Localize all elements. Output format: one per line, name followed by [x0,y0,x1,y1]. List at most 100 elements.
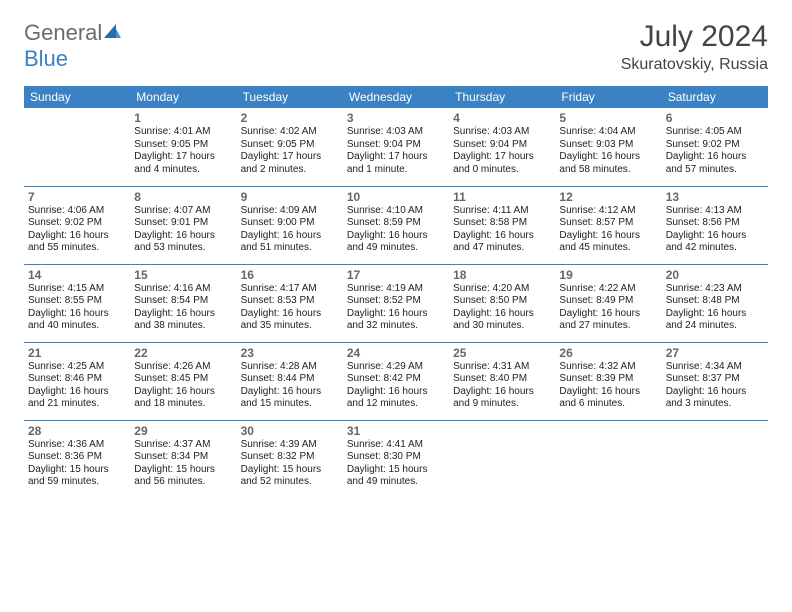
day-cell: 26Sunrise: 4:32 AMSunset: 8:39 PMDayligh… [555,342,661,420]
day-number: 28 [28,424,126,438]
day-number: 16 [241,268,339,282]
daylight: Daylight: 16 hours and 42 minutes. [666,230,764,255]
day-number: 8 [134,190,232,204]
daylight: Daylight: 16 hours and 53 minutes. [134,230,232,255]
daylight: Daylight: 16 hours and 40 minutes. [28,308,126,333]
day-number: 11 [453,190,551,204]
sunset: Sunset: 9:02 PM [28,217,126,230]
daylight: Daylight: 16 hours and 30 minutes. [453,308,551,333]
sunset: Sunset: 8:42 PM [347,373,445,386]
day-cell: 18Sunrise: 4:20 AMSunset: 8:50 PMDayligh… [449,264,555,342]
weekday-saturday: Saturday [662,86,768,108]
day-info: Sunrise: 4:20 AMSunset: 8:50 PMDaylight:… [453,283,551,333]
sunset: Sunset: 8:53 PM [241,295,339,308]
daylight: Daylight: 15 hours and 56 minutes. [134,464,232,489]
sunset: Sunset: 8:39 PM [559,373,657,386]
day-cell: 11Sunrise: 4:11 AMSunset: 8:58 PMDayligh… [449,186,555,264]
sail-icon [102,20,122,46]
sunrise: Sunrise: 4:34 AM [666,361,764,374]
sunrise: Sunrise: 4:03 AM [347,126,445,139]
weekday-monday: Monday [130,86,236,108]
sunrise: Sunrise: 4:11 AM [453,205,551,218]
day-info: Sunrise: 4:34 AMSunset: 8:37 PMDaylight:… [666,361,764,411]
day-number: 7 [28,190,126,204]
day-number: 26 [559,346,657,360]
weekday-thursday: Thursday [449,86,555,108]
daylight: Daylight: 16 hours and 58 minutes. [559,151,657,176]
daylight: Daylight: 15 hours and 52 minutes. [241,464,339,489]
day-info: Sunrise: 4:41 AMSunset: 8:30 PMDaylight:… [347,439,445,489]
daylight: Daylight: 16 hours and 45 minutes. [559,230,657,255]
sunset: Sunset: 8:44 PM [241,373,339,386]
day-cell: 17Sunrise: 4:19 AMSunset: 8:52 PMDayligh… [343,264,449,342]
sunset: Sunset: 8:32 PM [241,451,339,464]
daylight: Daylight: 16 hours and 27 minutes. [559,308,657,333]
daylight: Daylight: 15 hours and 49 minutes. [347,464,445,489]
sunset: Sunset: 8:40 PM [453,373,551,386]
day-number: 1 [134,111,232,125]
day-number: 23 [241,346,339,360]
sunset: Sunset: 9:05 PM [241,139,339,152]
sunrise: Sunrise: 4:05 AM [666,126,764,139]
day-info: Sunrise: 4:32 AMSunset: 8:39 PMDaylight:… [559,361,657,411]
day-cell: 16Sunrise: 4:17 AMSunset: 8:53 PMDayligh… [237,264,343,342]
day-info: Sunrise: 4:28 AMSunset: 8:44 PMDaylight:… [241,361,339,411]
day-number: 3 [347,111,445,125]
daylight: Daylight: 15 hours and 59 minutes. [28,464,126,489]
sunrise: Sunrise: 4:07 AM [134,205,232,218]
day-cell: 9Sunrise: 4:09 AMSunset: 9:00 PMDaylight… [237,186,343,264]
empty-cell [662,420,768,498]
day-info: Sunrise: 4:02 AMSunset: 9:05 PMDaylight:… [241,126,339,176]
sunrise: Sunrise: 4:17 AM [241,283,339,296]
sunrise: Sunrise: 4:13 AM [666,205,764,218]
sunset: Sunset: 8:58 PM [453,217,551,230]
sunset: Sunset: 9:04 PM [453,139,551,152]
sunset: Sunset: 8:54 PM [134,295,232,308]
day-info: Sunrise: 4:07 AMSunset: 9:01 PMDaylight:… [134,205,232,255]
day-info: Sunrise: 4:16 AMSunset: 8:54 PMDaylight:… [134,283,232,333]
day-number: 18 [453,268,551,282]
day-info: Sunrise: 4:03 AMSunset: 9:04 PMDaylight:… [347,126,445,176]
daylight: Daylight: 16 hours and 9 minutes. [453,386,551,411]
day-info: Sunrise: 4:37 AMSunset: 8:34 PMDaylight:… [134,439,232,489]
brand-general: General [24,20,102,45]
sunrise: Sunrise: 4:02 AM [241,126,339,139]
day-info: Sunrise: 4:13 AMSunset: 8:56 PMDaylight:… [666,205,764,255]
day-info: Sunrise: 4:03 AMSunset: 9:04 PMDaylight:… [453,126,551,176]
day-cell: 28Sunrise: 4:36 AMSunset: 8:36 PMDayligh… [24,420,130,498]
day-cell: 1Sunrise: 4:01 AMSunset: 9:05 PMDaylight… [130,108,236,186]
day-cell: 31Sunrise: 4:41 AMSunset: 8:30 PMDayligh… [343,420,449,498]
weekday-header: SundayMondayTuesdayWednesdayThursdayFrid… [24,86,768,108]
sunset: Sunset: 8:52 PM [347,295,445,308]
day-info: Sunrise: 4:22 AMSunset: 8:49 PMDaylight:… [559,283,657,333]
weekday-friday: Friday [555,86,661,108]
day-info: Sunrise: 4:17 AMSunset: 8:53 PMDaylight:… [241,283,339,333]
sunset: Sunset: 9:05 PM [134,139,232,152]
day-cell: 21Sunrise: 4:25 AMSunset: 8:46 PMDayligh… [24,342,130,420]
day-cell: 24Sunrise: 4:29 AMSunset: 8:42 PMDayligh… [343,342,449,420]
sunrise: Sunrise: 4:26 AM [134,361,232,374]
day-number: 27 [666,346,764,360]
day-cell: 12Sunrise: 4:12 AMSunset: 8:57 PMDayligh… [555,186,661,264]
sunrise: Sunrise: 4:29 AM [347,361,445,374]
day-cell: 8Sunrise: 4:07 AMSunset: 9:01 PMDaylight… [130,186,236,264]
brand-logo: GeneralBlue [24,20,122,72]
sunset: Sunset: 8:55 PM [28,295,126,308]
calendar-table: SundayMondayTuesdayWednesdayThursdayFrid… [24,86,768,498]
empty-cell [24,108,130,186]
sunset: Sunset: 8:56 PM [666,217,764,230]
sunrise: Sunrise: 4:22 AM [559,283,657,296]
sunrise: Sunrise: 4:41 AM [347,439,445,452]
day-number: 21 [28,346,126,360]
daylight: Daylight: 16 hours and 55 minutes. [28,230,126,255]
day-cell: 5Sunrise: 4:04 AMSunset: 9:03 PMDaylight… [555,108,661,186]
empty-cell [555,420,661,498]
daylight: Daylight: 16 hours and 12 minutes. [347,386,445,411]
day-number: 2 [241,111,339,125]
day-cell: 7Sunrise: 4:06 AMSunset: 9:02 PMDaylight… [24,186,130,264]
day-number: 29 [134,424,232,438]
day-cell: 30Sunrise: 4:39 AMSunset: 8:32 PMDayligh… [237,420,343,498]
day-number: 10 [347,190,445,204]
sunrise: Sunrise: 4:15 AM [28,283,126,296]
header: GeneralBlue July 2024 Skuratovskiy, Russ… [24,20,768,74]
